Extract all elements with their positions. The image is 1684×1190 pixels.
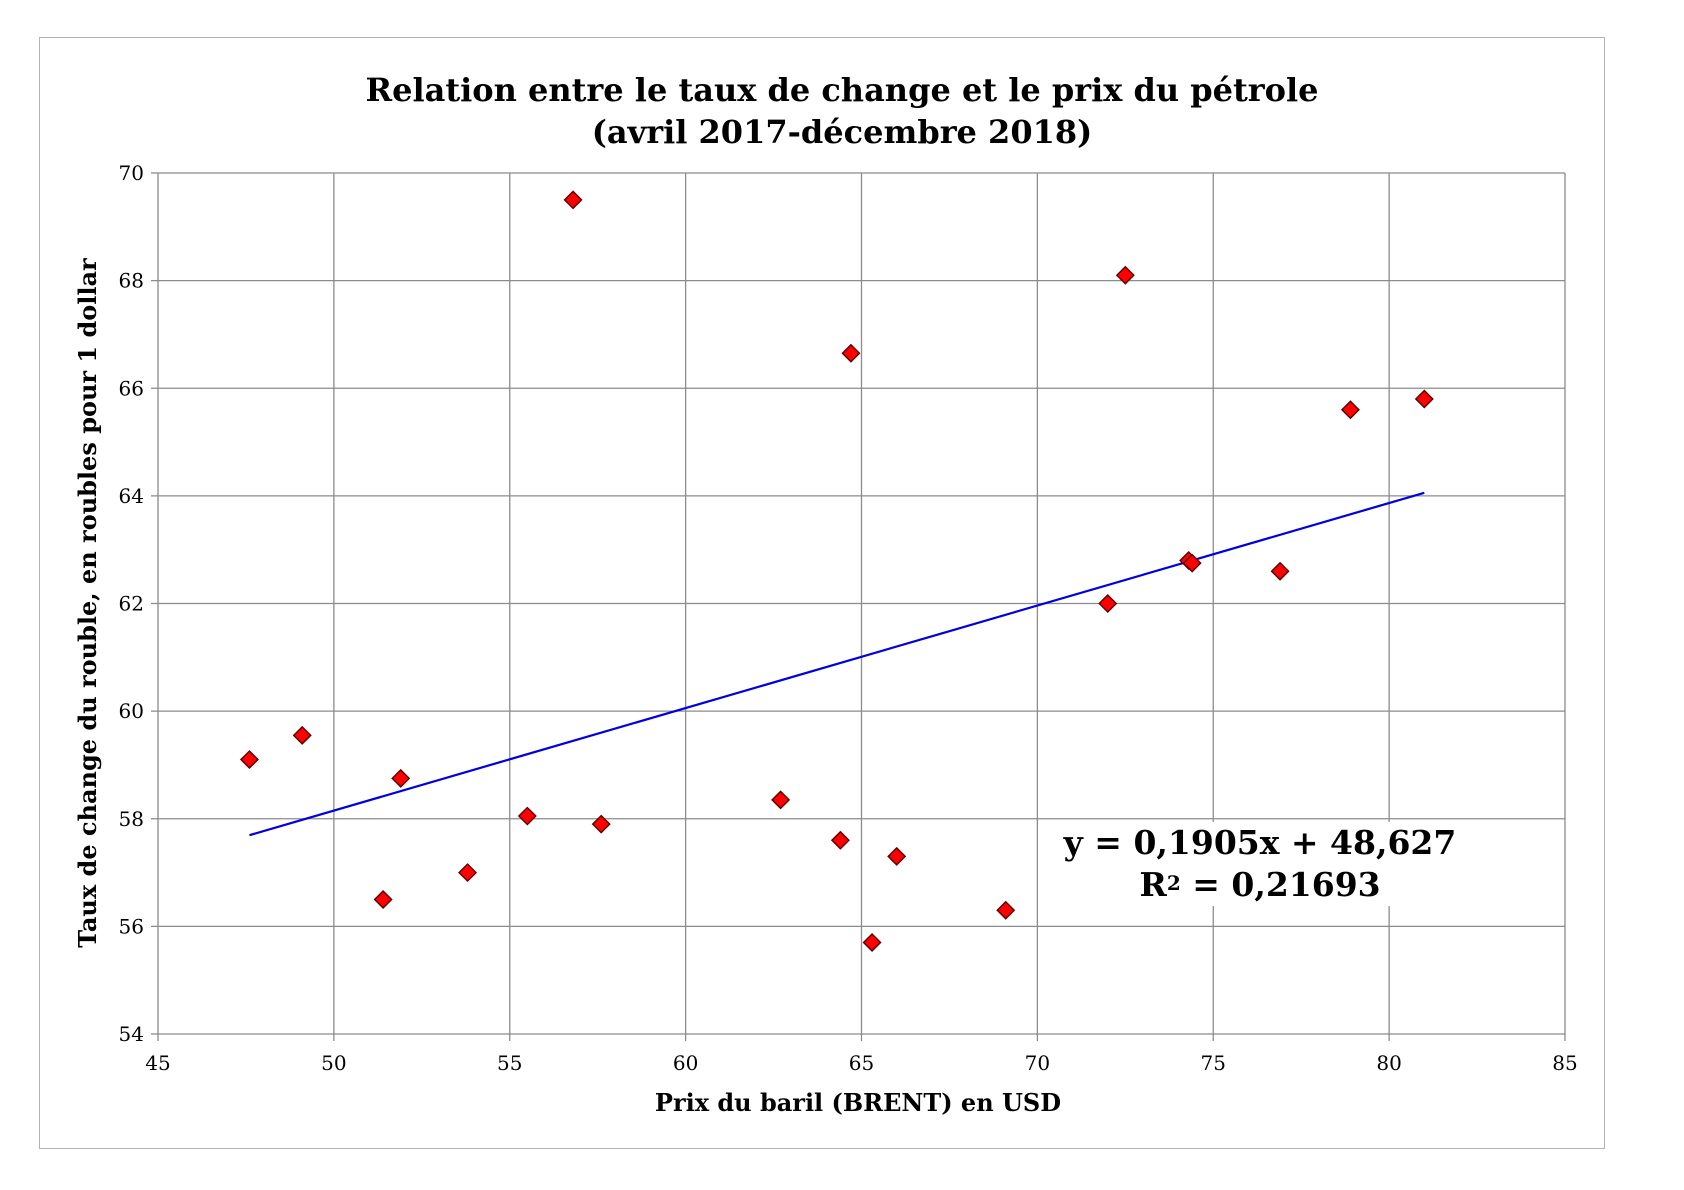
x-tick-label: 45 — [145, 1051, 170, 1075]
equation-line: y = 0,1905x + 48,627 — [1063, 823, 1457, 862]
data-point — [563, 190, 583, 210]
x-axis-ticks: 45 50 55 60 65 70 75 80 85 — [145, 1051, 1577, 1075]
y-tick-label: 56 — [119, 914, 144, 938]
y-tick-label: 58 — [119, 807, 144, 831]
data-point — [771, 790, 791, 810]
data-point — [517, 806, 537, 826]
trendline-group — [249, 491, 1425, 837]
chart-subtitle: (avril 2017-décembre 2018) — [591, 113, 1093, 151]
data-points — [239, 190, 1434, 953]
data-point — [887, 846, 907, 866]
r-squared-value: = 0,21693 — [1180, 865, 1381, 904]
x-tick-label: 70 — [1025, 1051, 1050, 1075]
data-point — [391, 768, 411, 788]
x-tick-label: 55 — [497, 1051, 522, 1075]
grid-lines — [151, 172, 1566, 1041]
data-point — [830, 830, 850, 850]
data-point — [1115, 265, 1135, 285]
x-tick-label: 80 — [1376, 1051, 1401, 1075]
x-tick-label: 65 — [849, 1051, 874, 1075]
x-tick-label: 50 — [321, 1051, 346, 1075]
r-squared-exponent: 2 — [1166, 871, 1181, 895]
data-point — [996, 900, 1016, 920]
y-tick-label: 64 — [119, 484, 144, 508]
y-axis-label: Taux de change du rouble, en roubles pou… — [73, 258, 102, 948]
data-point — [862, 933, 882, 953]
x-tick-label: 75 — [1201, 1051, 1226, 1075]
y-tick-label: 70 — [119, 161, 144, 185]
chart-frame — [39, 37, 1605, 1149]
y-axis-ticks: 54 56 58 60 62 64 66 68 70 — [119, 161, 144, 1046]
data-point — [373, 889, 393, 909]
data-point — [1270, 561, 1290, 581]
data-point — [458, 863, 478, 883]
x-axis-label: Prix du baril (BRENT) en USD — [655, 1088, 1061, 1117]
x-tick-label: 85 — [1552, 1051, 1577, 1075]
data-point — [1414, 389, 1434, 409]
data-point — [1340, 400, 1360, 420]
data-point — [1098, 594, 1118, 613]
y-tick-label: 66 — [119, 376, 144, 400]
x-tick-label: 60 — [673, 1051, 698, 1075]
y-tick-label: 54 — [119, 1022, 144, 1046]
r-squared-prefix: R — [1139, 865, 1167, 904]
y-tick-label: 68 — [119, 269, 144, 293]
r-squared-line: R2 = 0,21693 — [1040, 864, 1480, 906]
y-tick-label: 60 — [119, 699, 144, 723]
trendline-equation: y = 0,1905x + 48,627 R2 = 0,21693 — [1040, 822, 1480, 906]
y-tick-label: 62 — [119, 592, 144, 616]
trendline — [249, 491, 1425, 837]
chart-title: Relation entre le taux de change et le p… — [365, 71, 1319, 109]
data-point — [1182, 553, 1202, 573]
data-point — [292, 725, 312, 745]
data-point — [239, 750, 259, 770]
data-point — [841, 343, 861, 363]
data-point — [591, 814, 611, 834]
